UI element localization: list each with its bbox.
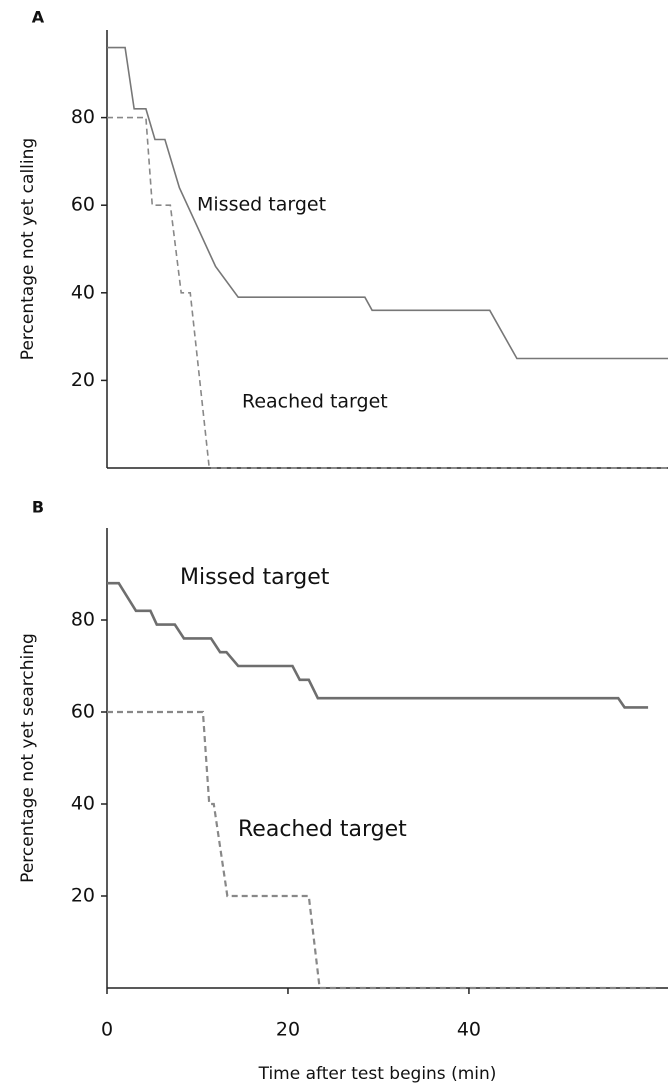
series-line (107, 116, 668, 469)
series-label: Reached target (242, 391, 388, 413)
x-tick-label: 20 (276, 1019, 300, 1041)
panel-label: B (32, 498, 44, 517)
y-axis-label: Percentage not yet calling (18, 138, 38, 360)
panel-label: A (32, 8, 45, 27)
y-tick-label: 60 (71, 701, 95, 723)
x-tick-label: 40 (457, 1019, 481, 1041)
series-line (107, 710, 659, 990)
series-line (107, 46, 668, 360)
series-line (107, 581, 649, 709)
series-label: Missed target (197, 194, 326, 216)
y-tick-label: 40 (71, 793, 95, 815)
y-axis-label: Percentage not yet searching (18, 633, 38, 883)
y-tick-label: 20 (71, 369, 95, 391)
series-label: Reached target (238, 817, 407, 842)
series-label: Missed target (180, 565, 330, 590)
y-tick-label: 60 (71, 194, 95, 216)
y-tick-label: 20 (71, 885, 95, 907)
x-tick-label: 0 (101, 1019, 113, 1041)
y-tick-label: 40 (71, 281, 95, 303)
y-tick-label: 80 (71, 609, 95, 631)
y-tick-label: 80 (71, 106, 95, 128)
x-axis-label: Time after test begins (min) (258, 1064, 497, 1084)
